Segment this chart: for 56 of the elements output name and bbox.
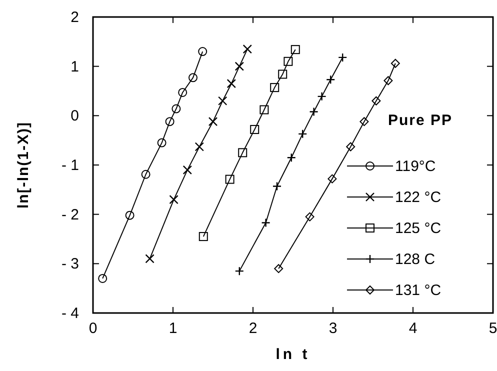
- point: [305, 212, 314, 222]
- point: [390, 58, 400, 68]
- legend-label: 122 °C: [395, 189, 442, 206]
- point: [234, 62, 244, 71]
- x-tick-label: 1: [168, 320, 178, 337]
- point: [178, 88, 188, 97]
- point: [125, 210, 134, 220]
- point: [141, 170, 150, 179]
- point: [225, 174, 234, 184]
- y-axis-title: ln[-ln(1-X)]: [15, 122, 32, 208]
- legend-label: 119°C: [395, 158, 436, 175]
- point: [188, 73, 198, 82]
- point: [98, 274, 108, 283]
- y-tick-label: - 3: [61, 256, 79, 273]
- point: [274, 264, 284, 274]
- x-tick-label: 5: [488, 320, 497, 337]
- point: [182, 165, 192, 175]
- x-tick-label: 2: [248, 320, 258, 337]
- point: [290, 45, 300, 54]
- y-tick-label: - 2: [61, 206, 79, 224]
- point: [198, 232, 208, 242]
- legend-label: 131 °C: [395, 282, 442, 299]
- y-tick-label: 1: [70, 58, 79, 76]
- point: [218, 96, 228, 106]
- point: [169, 194, 178, 204]
- point: [172, 104, 181, 114]
- point: [165, 117, 174, 126]
- point: [145, 254, 154, 264]
- point: [242, 44, 252, 54]
- point: [250, 124, 260, 134]
- point: [238, 148, 248, 158]
- point: [157, 138, 166, 148]
- legend-label: 125 °C: [395, 220, 442, 237]
- point: [346, 142, 356, 152]
- point: [328, 174, 337, 184]
- y-tick-label: - 1: [61, 157, 79, 174]
- legend-title: Pure PP: [388, 112, 453, 129]
- x-tick-label: 3: [328, 320, 338, 337]
- x-tick-label: 4: [408, 320, 418, 337]
- point: [270, 83, 280, 92]
- point: [284, 56, 293, 66]
- point: [260, 105, 269, 114]
- y-tick-label: 0: [70, 108, 79, 125]
- point: [360, 117, 369, 126]
- y-tick-label: - 4: [61, 305, 79, 322]
- legend-label: 128 C: [395, 251, 436, 268]
- point: [198, 47, 208, 56]
- y-tick-label: 2: [70, 9, 79, 26]
- point: [384, 76, 393, 86]
- x-tick-label: 0: [88, 320, 98, 337]
- x-axis-title: ln t: [276, 346, 310, 363]
- point: [372, 96, 381, 106]
- point: [278, 70, 288, 79]
- point: [208, 116, 218, 126]
- point: [194, 142, 204, 152]
- point: [226, 79, 236, 88]
